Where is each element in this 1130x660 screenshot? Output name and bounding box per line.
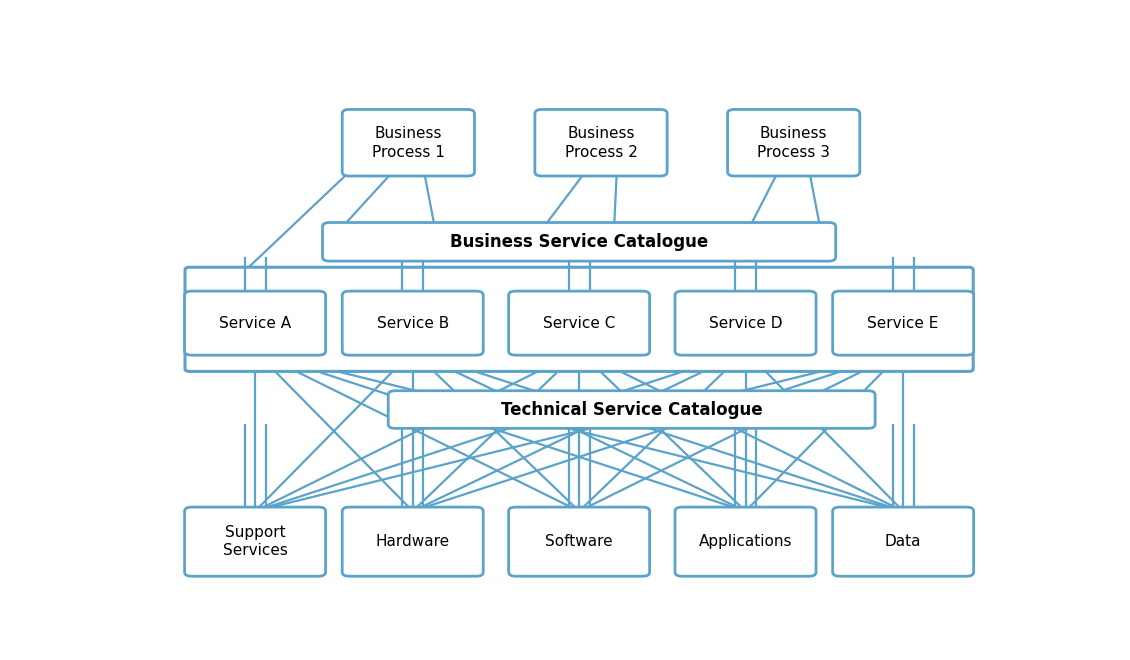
FancyBboxPatch shape <box>342 110 475 176</box>
FancyBboxPatch shape <box>534 110 667 176</box>
Text: Technical Service Catalogue: Technical Service Catalogue <box>501 401 763 418</box>
Text: Data: Data <box>885 534 921 549</box>
Text: Business
Process 3: Business Process 3 <box>757 126 831 160</box>
FancyBboxPatch shape <box>833 507 974 576</box>
Text: Business
Process 2: Business Process 2 <box>565 126 637 160</box>
FancyBboxPatch shape <box>675 507 816 576</box>
Text: Service C: Service C <box>542 315 616 331</box>
Text: Hardware: Hardware <box>375 534 450 549</box>
FancyBboxPatch shape <box>508 507 650 576</box>
FancyBboxPatch shape <box>185 267 973 372</box>
Text: Business Service Catalogue: Business Service Catalogue <box>450 233 709 251</box>
FancyBboxPatch shape <box>184 507 325 576</box>
Text: Service A: Service A <box>219 315 292 331</box>
FancyBboxPatch shape <box>184 291 325 355</box>
Text: Support
Services: Support Services <box>223 525 287 558</box>
FancyBboxPatch shape <box>508 291 650 355</box>
FancyBboxPatch shape <box>728 110 860 176</box>
Text: Applications: Applications <box>698 534 792 549</box>
Text: Service B: Service B <box>376 315 449 331</box>
FancyBboxPatch shape <box>675 291 816 355</box>
FancyBboxPatch shape <box>833 291 974 355</box>
FancyBboxPatch shape <box>389 391 875 428</box>
Text: Software: Software <box>546 534 612 549</box>
FancyBboxPatch shape <box>342 507 484 576</box>
Text: Service E: Service E <box>868 315 939 331</box>
FancyBboxPatch shape <box>322 222 836 261</box>
Text: Business
Process 1: Business Process 1 <box>372 126 445 160</box>
FancyBboxPatch shape <box>342 291 484 355</box>
Text: Service D: Service D <box>709 315 782 331</box>
